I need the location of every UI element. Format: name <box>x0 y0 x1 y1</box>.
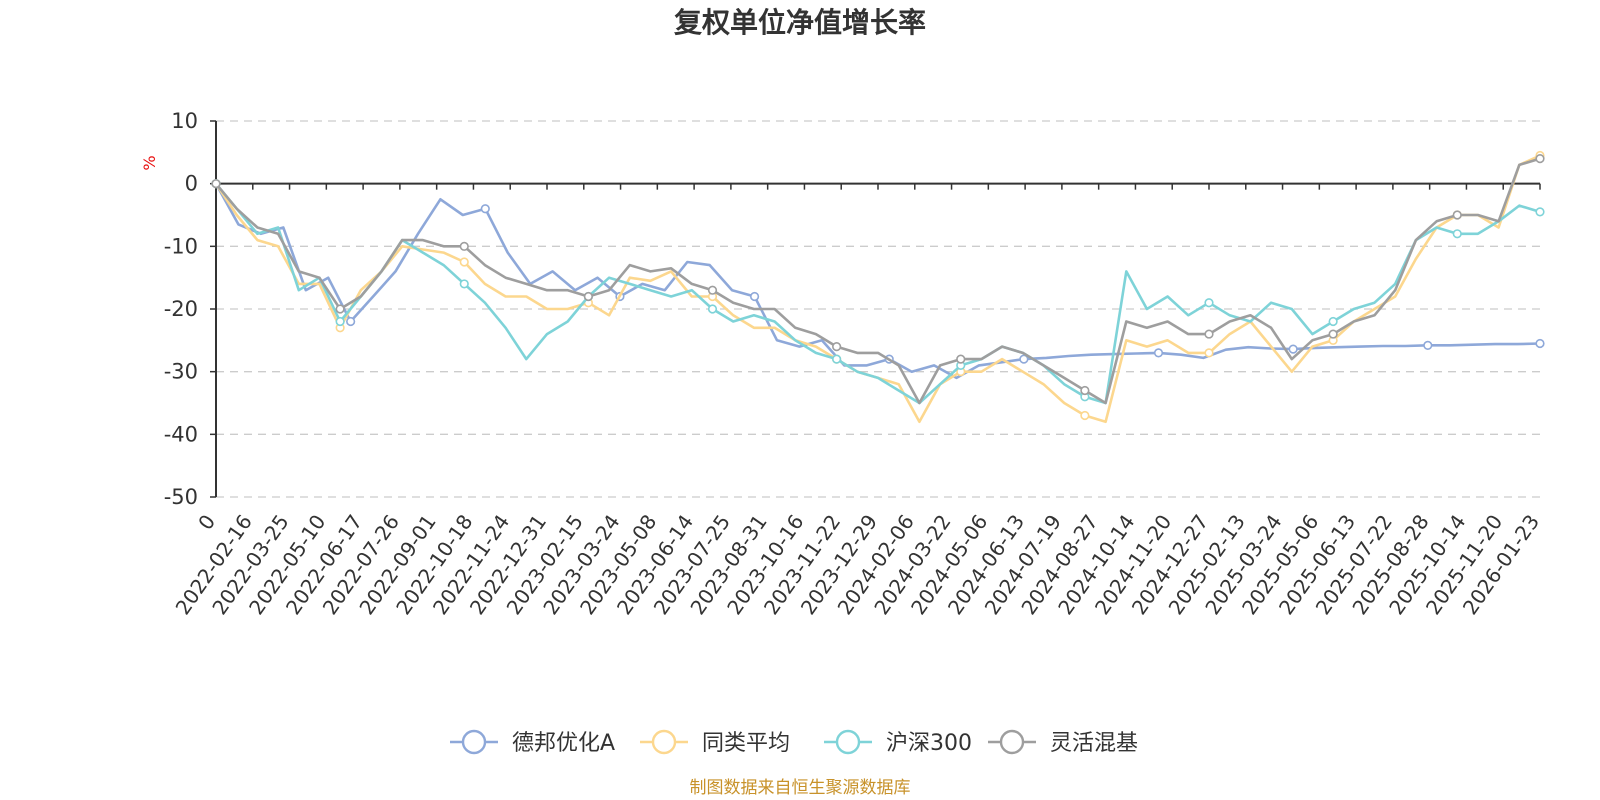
data-point <box>1204 348 1214 358</box>
data-point <box>1423 340 1433 350</box>
data-point <box>1204 298 1214 308</box>
data-point <box>335 304 345 314</box>
legend-label: 灵活混基 <box>1050 731 1138 756</box>
y-tick-label: -40 <box>164 422 198 446</box>
data-point <box>1080 410 1090 421</box>
data-point <box>832 354 842 364</box>
data-point <box>1535 338 1545 349</box>
data-point <box>346 316 356 327</box>
data-point <box>707 285 718 295</box>
x-tick-label: 0 <box>193 510 220 534</box>
data-point <box>459 279 469 289</box>
y-tick-label: -50 <box>164 485 198 509</box>
y-tick-label: 10 <box>171 109 198 133</box>
data-point <box>1080 385 1090 396</box>
y-axis-unit: % <box>140 155 159 170</box>
legend-item[interactable]: 沪深300 <box>824 729 972 756</box>
data-point <box>459 257 469 267</box>
series-line-0 <box>214 183 1541 380</box>
y-tick-label: -10 <box>164 234 198 258</box>
data-source-note: 制图数据来自恒生聚源数据库 <box>690 778 911 798</box>
data-point <box>1288 344 1298 354</box>
legend: 德邦优化A 同类平均 沪深300 灵活混基 <box>450 729 1138 756</box>
legend-item[interactable]: 同类平均 <box>640 729 790 756</box>
data-point <box>956 354 966 364</box>
y-tick-label: -30 <box>164 360 198 384</box>
legend-label: 沪深300 <box>886 731 972 756</box>
series-line-3 <box>214 157 1541 405</box>
series-line-1 <box>214 154 1541 424</box>
chart-title: 复权单位净值增长率 <box>674 6 926 39</box>
data-point <box>707 304 718 314</box>
data-point <box>1535 154 1545 164</box>
data-point <box>1019 354 1029 364</box>
data-point <box>1535 207 1545 217</box>
legend-item[interactable]: 灵活混基 <box>988 729 1138 756</box>
legend-item[interactable]: 德邦优化A <box>450 729 615 756</box>
data-point <box>583 291 593 302</box>
data-point <box>1452 210 1462 220</box>
y-tick-label: -20 <box>164 297 198 321</box>
data-point <box>1204 329 1214 339</box>
y-axis-ticks: 10 0 -10 -20 -30 -40 -50 <box>164 109 216 509</box>
x-axis-ticks: 02022-02-162022-03-252022-05-102022-06-1… <box>171 183 1544 619</box>
data-point <box>211 179 221 189</box>
legend-label: 德邦优化A <box>512 731 615 756</box>
data-point <box>1328 316 1338 327</box>
series-lines <box>211 150 1545 424</box>
data-point <box>335 316 345 327</box>
legend-marker <box>999 729 1025 755</box>
series-line-2 <box>214 182 1541 405</box>
data-point <box>832 342 842 352</box>
data-point <box>480 204 490 214</box>
legend-marker <box>461 729 487 755</box>
legend-marker <box>651 729 677 755</box>
grid-lines <box>216 120 1540 498</box>
data-point <box>1153 348 1164 358</box>
data-point <box>459 241 469 251</box>
data-point <box>1452 229 1462 239</box>
legend-marker <box>835 729 861 755</box>
data-point <box>749 291 760 302</box>
data-point <box>1328 329 1338 339</box>
legend-label: 同类平均 <box>702 731 790 756</box>
y-tick-label: 0 <box>185 172 198 196</box>
